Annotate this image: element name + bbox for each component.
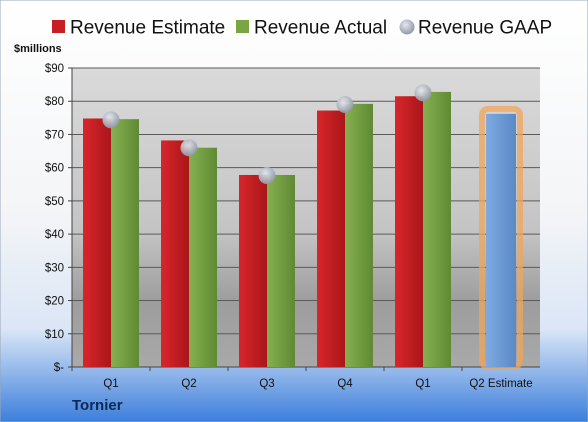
- legend-label: Revenue Actual: [254, 18, 387, 39]
- x-tick-label: Q2: [181, 378, 196, 390]
- marker-revenue-gaap: [336, 96, 354, 114]
- marker-revenue-gaap: [102, 111, 120, 129]
- x-tick-label: Q1: [103, 378, 118, 390]
- y-tick-label: $40: [45, 229, 64, 241]
- marker-revenue-gaap: [414, 84, 432, 102]
- y-tick-label: $60: [45, 163, 64, 175]
- y-tick-label: $80: [45, 96, 64, 108]
- bar-revenue-actual: [345, 103, 373, 367]
- plot-area: [72, 68, 540, 367]
- y-tick-label: $50: [45, 196, 64, 208]
- bar-revenue-estimate: [317, 110, 345, 367]
- x-axis: Q1 Q2 Q3 Q4 Q1 Q2 Estimate: [71, 366, 540, 390]
- legend-swatch: [399, 19, 415, 35]
- bar-revenue-estimate: [395, 96, 423, 367]
- y-tick-label: $30: [45, 262, 64, 274]
- x-tick-label: Q2 Estimate: [469, 378, 532, 390]
- marker-revenue-gaap: [258, 167, 276, 185]
- bars: [83, 91, 523, 370]
- bar-revenue-estimate: [83, 118, 111, 368]
- legend: Revenue Estimate Revenue Actual Revenue GA…: [52, 18, 552, 39]
- y-unit-label: $millions: [14, 43, 62, 55]
- y-tick-label: $10: [45, 329, 64, 341]
- gaap-markers: [102, 84, 432, 185]
- bar-revenue-actual: [111, 119, 139, 367]
- gridlines: [72, 67, 540, 368]
- legend-label: Revenue Estimate: [70, 18, 225, 39]
- marker-revenue-gaap: [180, 139, 198, 157]
- x-tick-label: Q3: [259, 378, 274, 390]
- company-name: Tornier: [72, 397, 123, 414]
- x-tick-label: Q4: [337, 378, 353, 390]
- bar-revenue-actual: [267, 174, 295, 367]
- bar-revenue-estimate: [239, 174, 267, 367]
- x-tick-label: Q1: [415, 378, 430, 390]
- bar-revenue-actual: [423, 91, 451, 368]
- y-axis: $- $10 $20 $30 $40 $50 $60 $70 $80 $90: [45, 63, 73, 374]
- y-tick-label: $90: [45, 63, 64, 75]
- bar-revenue-actual: [189, 147, 217, 367]
- bar-revenue-estimate: [161, 140, 189, 367]
- bar-revenue-forecast: [486, 113, 516, 367]
- y-tick-label: $20: [45, 296, 64, 308]
- y-tick-label: $70: [45, 129, 64, 141]
- legend-swatch: [52, 20, 65, 33]
- legend-swatch: [236, 20, 249, 33]
- y-tick-label: $-: [54, 362, 64, 374]
- legend-label: Revenue GAAP: [418, 18, 552, 39]
